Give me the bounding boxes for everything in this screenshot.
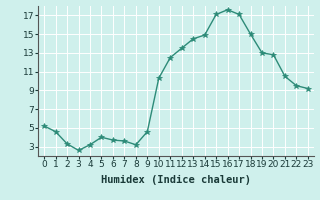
- X-axis label: Humidex (Indice chaleur): Humidex (Indice chaleur): [101, 175, 251, 185]
